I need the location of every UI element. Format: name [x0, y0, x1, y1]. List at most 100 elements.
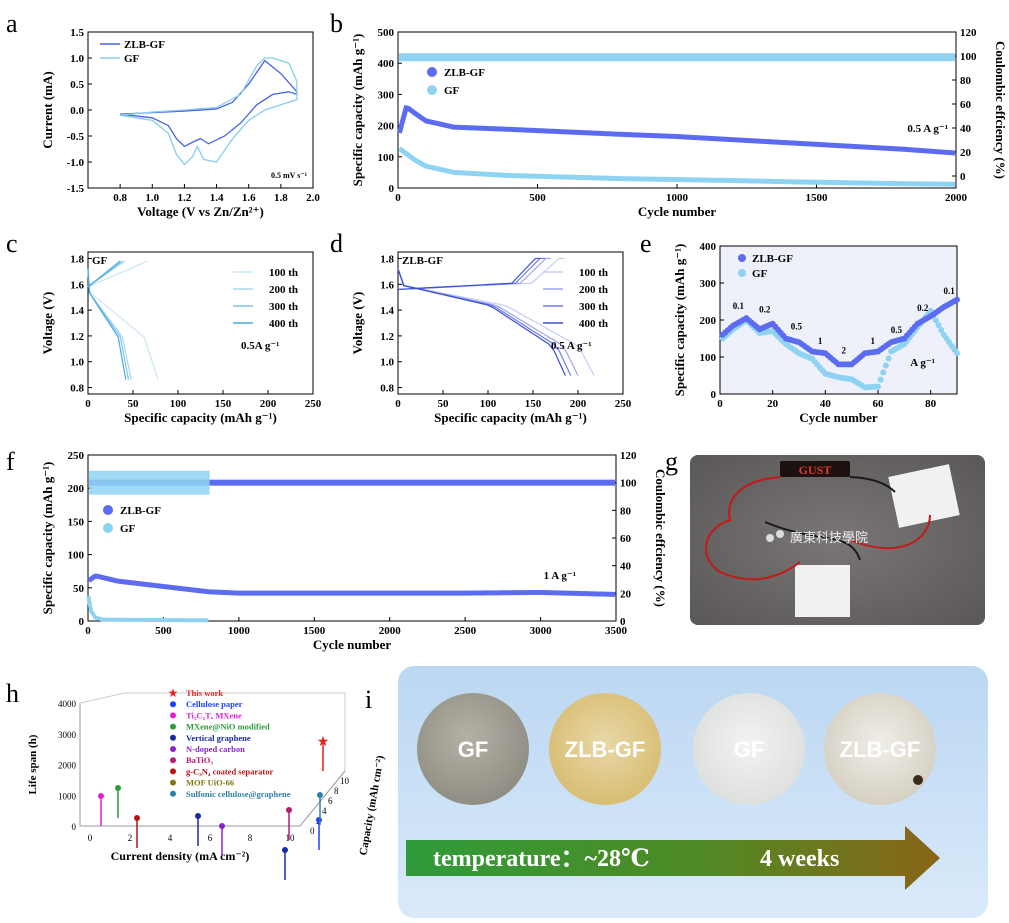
- x-tick-label: 100: [170, 398, 187, 410]
- panel-label-i: i: [365, 685, 372, 714]
- x-axis-title: Current density (mA cm⁻²): [111, 849, 250, 863]
- current-density-label: 0.5A g⁻¹: [241, 340, 279, 352]
- y2-tick-label: 0: [960, 171, 966, 183]
- current-density-label: 0.5 A g⁻¹: [907, 123, 948, 135]
- z-tick-label: 10: [340, 776, 350, 786]
- y-axis-title: Life span (h): [27, 734, 39, 794]
- point-marker: [317, 792, 323, 798]
- y-tick-label: 1.6: [70, 279, 84, 291]
- x-tick-label: 150: [215, 398, 232, 410]
- x-tick-label: 500: [155, 625, 172, 637]
- y-tick-label: 4000: [58, 699, 77, 709]
- y2-tick-label: 60: [960, 99, 972, 111]
- x-tick-label: 250: [615, 398, 632, 410]
- panel-title: ZLB-GF: [402, 255, 443, 267]
- panel-label-d: d: [330, 229, 343, 258]
- university-logo: 廣東科技學院: [766, 530, 868, 545]
- y-tick-label: 100: [700, 352, 717, 364]
- y2-tick-label: 40: [620, 561, 632, 573]
- y-tick-label: 300: [700, 278, 717, 290]
- y-tick-label: 1.0: [380, 357, 394, 369]
- disc-gf-before: [417, 693, 529, 805]
- y2-tick-label: 100: [620, 478, 637, 490]
- y-tick-label: 1.6: [380, 279, 394, 291]
- x-tick-label: 20: [767, 398, 779, 410]
- y-axis-title: Specific capacity (mAh g⁻¹): [40, 462, 55, 615]
- x-tick-label: 200: [570, 398, 587, 410]
- y-tick-label: 150: [68, 516, 85, 528]
- z-tick-label: 8: [334, 786, 339, 796]
- ce-band: [399, 53, 955, 62]
- discharge-curve: [87, 268, 159, 380]
- panel-title: GF: [92, 255, 108, 267]
- y-tick-label: 100: [68, 550, 85, 562]
- plot-frame: [397, 251, 624, 395]
- discharge-curve: [397, 268, 566, 376]
- legend-marker: [170, 723, 176, 730]
- chart-f: 0 500 1000 1500 2000 2500 3000 3500050100150200…: [40, 450, 668, 652]
- y2-tick-label: 80: [620, 505, 632, 517]
- y-tick-label: 0.0: [70, 105, 84, 117]
- legend-marker: [170, 790, 176, 797]
- x-tick-label: 150: [525, 398, 542, 410]
- legend-marker: [738, 254, 746, 262]
- x-tick-label: 40: [820, 398, 832, 410]
- legend-label: ZLB-GF: [120, 505, 161, 517]
- legend-label: 100 th: [579, 267, 608, 279]
- y-tick-label: 1.4: [70, 305, 84, 317]
- chart-a: 0.8 1.0 1.2 1.4 1.6 1.8 2.0 -1.5 -1.0 -0.5 0.0 0.5 1…: [40, 27, 320, 219]
- y2-tick-label: 20: [960, 147, 972, 159]
- battery-pouch-top: [888, 464, 960, 528]
- x-tick-label: 500: [529, 192, 546, 204]
- y-tick-label: 1.2: [70, 331, 84, 343]
- current-density-label: 0.5 A g⁻¹: [551, 340, 592, 352]
- arrow-label-temperature: temperature：~28℃: [433, 846, 650, 872]
- y-axis-title: Specific capacity (mAh g⁻¹): [672, 244, 687, 397]
- chart-c: 0 50 100 150 200 250 0.8 1.0 1.2 1.4 1.6 1.8 Specifi…: [40, 251, 322, 425]
- legend-label: 300 th: [269, 301, 298, 313]
- x-axis-title: Specific capacity (mAh g⁻¹): [124, 410, 277, 425]
- y-tick-label: 300: [378, 89, 395, 101]
- legend-label: BaTiO₃: [186, 755, 213, 765]
- y-axis-title: Current (mA): [40, 71, 55, 148]
- y-tick-label: 500: [378, 27, 395, 39]
- disc-stain: [913, 775, 923, 785]
- point-marker: [219, 823, 225, 829]
- legend-label: 400 th: [269, 318, 298, 330]
- rate-label: 0.5: [891, 325, 903, 335]
- logo-text: 廣東科技學院: [790, 530, 868, 545]
- legend-marker: [170, 757, 176, 764]
- star-marker: ★: [317, 735, 330, 750]
- charge-curve: [87, 260, 148, 288]
- y-tick-label: 50: [73, 583, 85, 595]
- rate-label: 0.2: [759, 305, 771, 315]
- rate-point-gf: [885, 355, 892, 362]
- y-tick-label: 400: [700, 241, 717, 253]
- x-tick-label: 2: [128, 833, 133, 843]
- legend-marker: [427, 85, 437, 95]
- rate-label: 0.1: [943, 286, 955, 296]
- x-tick-label: 4: [168, 833, 173, 843]
- y-tick-label: 1000: [58, 791, 77, 801]
- arrow-label-duration: 4 weeks: [760, 846, 839, 872]
- x-tick-label: 1.0: [145, 192, 159, 204]
- rate-point-gf: [882, 362, 889, 369]
- chart-e: 0 20 40 60 80 0 100 200 300 400 Cycle number Specif…: [672, 241, 960, 425]
- y-tick-label: 200: [68, 483, 85, 495]
- rate-label: 0.2: [917, 303, 929, 313]
- rate-point-gf: [932, 317, 939, 324]
- y-tick-label: 1.4: [380, 305, 394, 317]
- x-tick-label: 50: [128, 398, 140, 410]
- legend-label: ZLB-GF: [752, 253, 793, 265]
- panel-label-c: c: [6, 229, 18, 258]
- z-tick-label: 4: [322, 806, 327, 816]
- x-tick-label: 60: [873, 398, 885, 410]
- legend-marker: [170, 779, 176, 786]
- legend-label: Cellulose paper: [186, 699, 243, 709]
- led-display: [780, 461, 850, 477]
- time-arrow: [406, 826, 940, 890]
- y-tick-label: 0: [389, 183, 395, 195]
- y-tick-label: 0: [711, 389, 717, 401]
- panel-label-a: a: [6, 9, 18, 38]
- y-tick-label: 0.8: [70, 383, 84, 395]
